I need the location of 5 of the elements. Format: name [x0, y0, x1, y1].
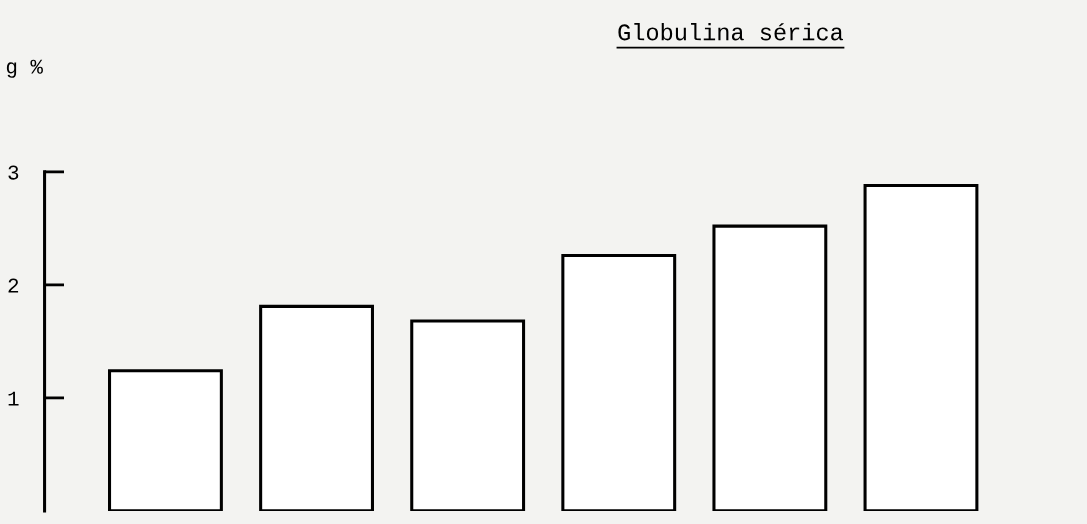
y-tick-label: 3: [8, 165, 19, 180]
y-axis-title: g %: [6, 59, 43, 78]
y-tick-label: 1: [8, 391, 19, 406]
y-tick-label: 2: [8, 278, 19, 293]
chart-title: Globulina sérica: [618, 23, 844, 41]
